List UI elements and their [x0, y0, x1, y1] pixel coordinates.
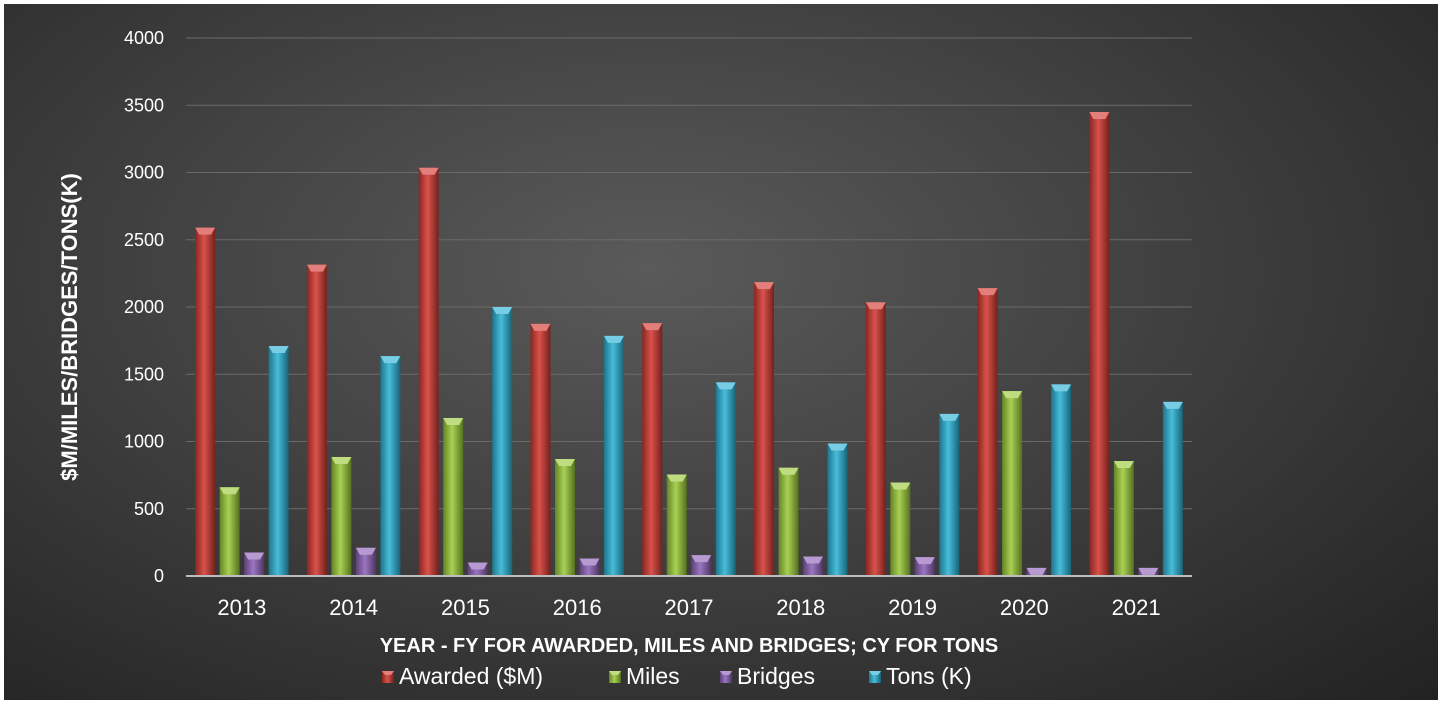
bar-cap	[1113, 461, 1134, 469]
bar-cap	[1026, 567, 1047, 575]
x-axis-ticks: 2013 2014 2015 2016 2017 2018 2019 2020 2021	[217, 595, 1160, 620]
bar-cap	[1138, 567, 1159, 575]
bar-tons-k-2016	[603, 335, 624, 576]
bar-miles-2019	[890, 482, 911, 576]
legend-marker-cap	[609, 671, 621, 675]
bar-cap	[492, 307, 513, 314]
legend-marker-cap	[869, 671, 881, 675]
x-tick-label: 2021	[1112, 595, 1161, 620]
bar-awarded-m-2018	[754, 282, 775, 576]
legend-label: Bridges	[737, 663, 815, 689]
y-tick-label: 0	[154, 566, 164, 586]
bar-tons-k-2018	[827, 443, 848, 576]
bar-miles-2021	[1113, 461, 1134, 576]
bar-cap	[977, 288, 998, 296]
bar-tons-k-2020	[1051, 384, 1072, 576]
y-tick-label: 3500	[124, 95, 164, 115]
x-tick-label: 2014	[329, 595, 378, 620]
bar-cap	[355, 547, 376, 555]
bar-awarded-m-2016	[530, 323, 551, 576]
bar-cap	[195, 227, 216, 235]
bar-cap	[827, 443, 848, 451]
bar-miles-2018	[778, 467, 799, 576]
bar-cap	[715, 382, 736, 390]
bar-awarded-m-2014	[306, 264, 327, 576]
bar-cap	[530, 323, 551, 331]
gridlines	[186, 37, 1192, 510]
legend-marker-cap	[720, 671, 732, 675]
bar-miles-2015	[443, 417, 464, 576]
bar-tons-k-2021	[1162, 401, 1183, 576]
bar-cap	[418, 167, 439, 175]
bar-tons-k-2014	[380, 356, 401, 576]
bars	[195, 111, 1183, 577]
bar-awarded-m-2021	[1089, 111, 1110, 576]
x-tick-label: 2019	[888, 595, 937, 620]
bar-cap	[443, 417, 464, 425]
bar-cap	[331, 456, 352, 464]
bar-cap	[642, 323, 663, 331]
bar-tons-k-2019	[939, 413, 960, 576]
bar-cap	[778, 467, 799, 475]
y-tick-label: 2000	[124, 297, 164, 317]
bar-miles-2016	[554, 458, 575, 576]
bar-bridges-2014	[355, 547, 376, 576]
bar-tons-k-2017	[715, 382, 736, 576]
chart-area: 0 500 1000 1500 2000 2500 3000 3500 4000 2013 201…	[4, 4, 1438, 700]
y-tick-label: 2500	[124, 230, 164, 250]
y-tick-label: 3000	[124, 163, 164, 183]
bar-cap	[219, 487, 240, 495]
bar-cap	[890, 482, 911, 490]
bar-cap	[306, 264, 327, 272]
y-tick-label: 1500	[124, 364, 164, 384]
y-tick-label: 4000	[124, 28, 164, 48]
bar-cap	[380, 356, 401, 364]
x-tick-label: 2016	[553, 595, 602, 620]
legend-label: Tons (K)	[886, 663, 972, 689]
bar-cap	[1051, 384, 1072, 392]
bar-cap	[244, 552, 265, 560]
bar-cap	[754, 282, 775, 290]
bar-cap	[803, 556, 824, 564]
y-axis-ticks: 0 500 1000 1500 2000 2500 3000 3500 4000	[124, 28, 164, 586]
bar-cap	[579, 558, 600, 566]
y-axis-title: $M/MILES/BRIDGES/TONS(K)	[57, 173, 82, 481]
bar-miles-2017	[666, 474, 687, 576]
bar-cap	[467, 562, 488, 570]
bar-cap	[914, 557, 935, 565]
bar-cap	[603, 335, 624, 343]
x-tick-label: 2013	[217, 595, 266, 620]
bar-awarded-m-2019	[865, 302, 886, 576]
x-tick-label: 2020	[1000, 595, 1049, 620]
bar-awarded-m-2017	[642, 323, 663, 576]
y-tick-label: 1000	[124, 432, 164, 452]
bar-cap	[939, 413, 960, 421]
bar-cap	[268, 346, 289, 354]
bar-cap	[865, 302, 886, 310]
y-tick-label: 500	[134, 499, 164, 519]
x-axis-title: YEAR - FY FOR AWARDED, MILES AND BRIDGES…	[380, 635, 999, 657]
bar-tons-k-2013	[268, 346, 289, 576]
bar-miles-2020	[1002, 391, 1023, 576]
bar-tons-k-2015	[492, 307, 513, 576]
bar-cap	[691, 555, 712, 563]
bar-cap	[1162, 401, 1183, 409]
bar-cap	[666, 474, 687, 482]
bar-cap	[1089, 111, 1110, 119]
x-tick-label: 2015	[441, 595, 490, 620]
bar-miles-2013	[219, 487, 240, 576]
x-tick-label: 2017	[665, 595, 714, 620]
bar-cap	[554, 458, 575, 466]
bar-cap	[1002, 391, 1023, 399]
legend-label: Awarded ($M)	[399, 663, 543, 689]
legend-marker-cap	[382, 671, 394, 675]
x-tick-label: 2018	[776, 595, 825, 620]
bar-miles-2014	[331, 456, 352, 576]
legend-label: Miles	[626, 663, 680, 689]
bar-awarded-m-2020	[977, 288, 998, 576]
bar-awarded-m-2013	[195, 227, 216, 576]
bar-awarded-m-2015	[418, 167, 439, 577]
legend: Awarded ($M) Miles Bridges Tons (K)	[382, 663, 972, 689]
